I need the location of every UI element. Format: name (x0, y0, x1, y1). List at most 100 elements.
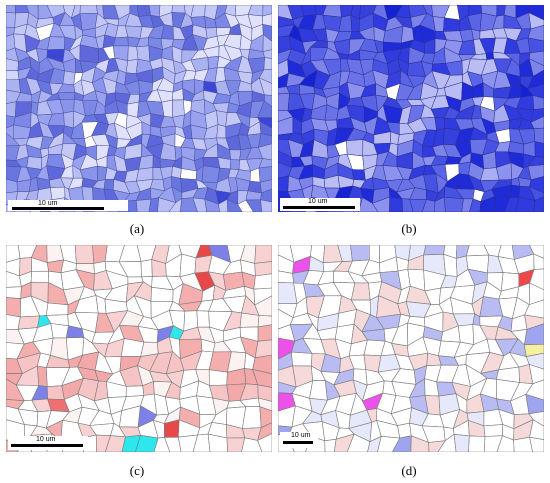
grain (479, 196, 496, 212)
grain (124, 25, 143, 39)
grain (136, 5, 151, 17)
grain (6, 101, 17, 118)
scale-bar-c: 10 um (8, 436, 88, 450)
grain (207, 433, 229, 452)
grain (103, 179, 115, 191)
grain (350, 245, 370, 262)
scale-label-d: 10 um (291, 432, 311, 439)
grain (127, 45, 139, 61)
grain (533, 253, 544, 270)
grain (524, 314, 544, 330)
grain (148, 197, 159, 212)
grain (434, 116, 445, 131)
grain (523, 343, 544, 357)
grain (252, 354, 272, 375)
grain (457, 324, 475, 345)
grain (278, 93, 290, 112)
grain (346, 139, 364, 157)
grain (105, 435, 126, 452)
grain (509, 184, 521, 198)
scale-label-a: 10 um (38, 200, 58, 207)
grain (135, 198, 152, 212)
grain (515, 197, 536, 212)
grain (528, 58, 544, 77)
grain (528, 12, 544, 30)
grain (529, 436, 544, 452)
grain (527, 37, 544, 54)
grain (50, 323, 69, 339)
grain (493, 86, 512, 99)
grain (62, 70, 76, 86)
grain (262, 34, 272, 53)
grain (278, 175, 289, 192)
grain-map-c (6, 245, 272, 452)
grain (208, 369, 228, 386)
scale-bar-a: 10 um (8, 200, 128, 211)
grain (254, 245, 272, 264)
grain (262, 13, 272, 27)
grain (218, 198, 229, 212)
grain (79, 5, 98, 14)
grain (121, 434, 141, 452)
grain (528, 50, 544, 67)
grain (528, 282, 544, 306)
grain (389, 196, 403, 212)
grain (504, 197, 520, 212)
grain (216, 110, 228, 127)
grain (253, 287, 272, 306)
grain (367, 435, 382, 452)
grain (422, 199, 436, 212)
grain (259, 406, 272, 429)
grain (258, 166, 272, 183)
grain (254, 339, 272, 359)
grain (257, 117, 272, 129)
grain (428, 440, 446, 452)
grain (239, 312, 260, 328)
grain (168, 197, 183, 212)
grain (120, 338, 145, 357)
micrograph-panel-c: 10 um (6, 245, 272, 452)
grain (217, 157, 232, 170)
grain (434, 196, 446, 212)
grain (257, 422, 272, 442)
grain (350, 282, 371, 301)
grain (79, 13, 98, 31)
grain (494, 196, 511, 212)
grain (259, 179, 272, 194)
grain (258, 69, 272, 84)
grain (262, 5, 272, 17)
grain (258, 77, 272, 96)
grain (258, 133, 272, 148)
grain (260, 199, 272, 212)
scale-line-d (283, 441, 313, 444)
grain (263, 57, 272, 71)
grain (112, 36, 129, 47)
scale-bar-b: 10 um (280, 198, 360, 211)
grain (204, 198, 220, 212)
grain (529, 419, 544, 441)
scale-label-c: 10 um (36, 436, 56, 443)
grain-map-b (278, 5, 544, 212)
micrograph-panel-a: 10 um (6, 5, 272, 212)
grain (333, 433, 355, 452)
grain (150, 286, 174, 302)
grain (258, 158, 272, 169)
grain (171, 5, 186, 14)
grain (242, 406, 262, 429)
grain (46, 385, 65, 400)
grain (227, 198, 243, 212)
grain (6, 70, 20, 81)
grain (252, 368, 272, 388)
grain (528, 411, 544, 427)
grain (125, 385, 145, 397)
grain (264, 94, 272, 107)
grain (257, 100, 272, 118)
grain (257, 433, 272, 452)
grain (257, 315, 272, 328)
grain (37, 365, 48, 388)
grain (6, 12, 16, 28)
grain (530, 108, 544, 123)
caption-a: (a) (129, 221, 145, 236)
grain (443, 17, 461, 32)
grain (254, 261, 272, 277)
